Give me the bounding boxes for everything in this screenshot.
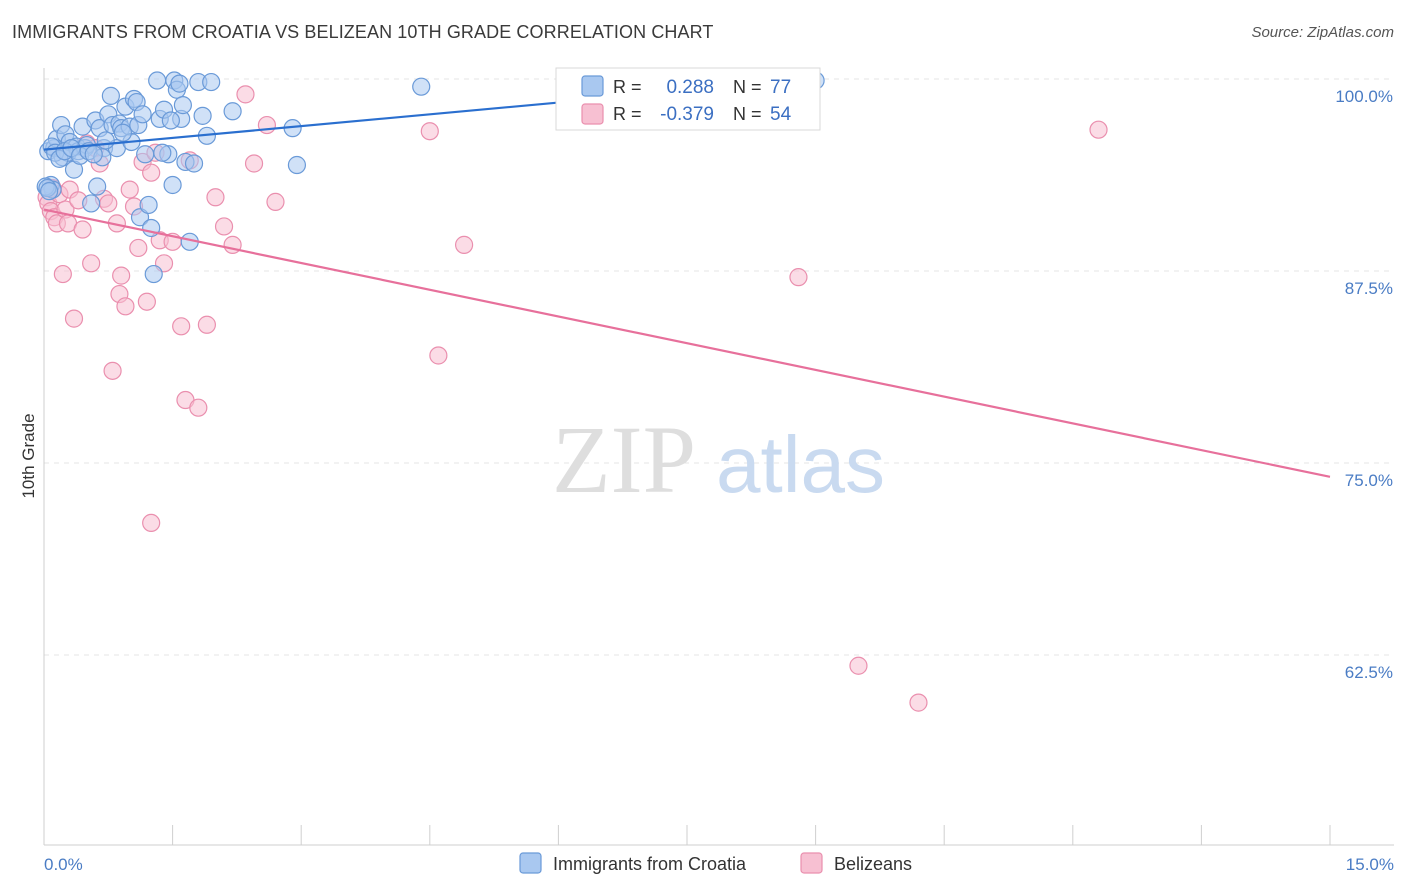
series-legend: Immigrants from Croatia Belizeans (519, 852, 912, 874)
legend-r-label-belize: R = (613, 104, 642, 124)
legend-n-value-croatia: 77 (770, 77, 791, 98)
legend-r-value-croatia: 0.288 (666, 77, 714, 98)
bottom-legend-label-belize: Belizeans (834, 854, 912, 874)
croatia-point (153, 143, 172, 162)
belizeans-point (420, 122, 439, 141)
belizeans-point (197, 315, 216, 334)
croatia-point (173, 96, 192, 115)
belizeans-point (82, 254, 101, 273)
belizeans-point (120, 180, 139, 199)
belizeans-point (849, 656, 868, 675)
belizeans-point (112, 266, 131, 285)
croatia-point (139, 195, 158, 215)
croatia-point (412, 77, 431, 96)
belizeans-point (142, 513, 161, 533)
y-tick-label: 87.5% (1345, 279, 1393, 298)
chart-title: IMMIGRANTS FROM CROATIA VS BELIZEAN 10TH… (12, 22, 714, 42)
belizeans-point (172, 317, 191, 336)
belizeans-point (53, 264, 72, 284)
croatia-series (36, 71, 825, 284)
belizeans-point (116, 297, 135, 316)
croatia-point (202, 72, 221, 92)
croatia-point (130, 208, 150, 227)
belizeans-point (137, 292, 156, 311)
bottom-legend-swatch-belize (800, 852, 823, 874)
bottom-legend-label-croatia: Immigrants from Croatia (553, 854, 747, 874)
y-tick-label: 62.5% (1345, 663, 1393, 682)
croatia-point (133, 105, 152, 124)
croatia-point (144, 264, 163, 284)
belizeans-point (103, 361, 122, 380)
y-tick-label: 75.0% (1345, 471, 1393, 490)
croatia-point (148, 71, 167, 90)
belizeans-point (73, 220, 92, 239)
bottom-legend-swatch-croatia (519, 852, 542, 874)
belizeans-point (789, 268, 808, 287)
croatia-point (184, 154, 204, 173)
croatia-point (96, 131, 115, 150)
gridlines (44, 78, 1394, 656)
belizeans-point (142, 163, 161, 182)
belizeans-point (64, 309, 84, 328)
belizeans-point (99, 194, 118, 213)
x-axis-ticks (43, 825, 1331, 845)
y-axis-title: 10th Grade (19, 413, 38, 498)
source-label: Source: ZipAtlas.com (1251, 24, 1394, 41)
croatia-point (40, 182, 59, 201)
legend-r-value-belize: -0.379 (660, 104, 714, 125)
legend-n-label-belize: N = (733, 104, 762, 124)
watermark-atlas: atlas (716, 420, 885, 509)
croatia-point (170, 74, 189, 93)
belizeans-point (429, 346, 448, 365)
belizeans-point (214, 217, 234, 236)
croatia-point (84, 145, 103, 164)
belizeans-point (244, 154, 264, 173)
croatia-point (113, 123, 132, 142)
croatia-point (136, 145, 155, 164)
belizeans-trend-line (43, 208, 1331, 478)
belizeans-point (257, 115, 277, 135)
belizeans-point (129, 238, 148, 258)
legend-swatch-croatia (581, 75, 604, 97)
belizeans-point (266, 192, 285, 211)
croatia-point (88, 177, 107, 196)
legend-r-label-croatia: R = (613, 77, 642, 97)
y-tick-label: 100.0% (1335, 87, 1393, 106)
watermark-zip: ZIP (552, 406, 696, 513)
legend-swatch-belize (581, 103, 604, 125)
croatia-point (82, 194, 101, 213)
croatia-point (223, 102, 242, 121)
legend-n-value-belize: 54 (770, 104, 792, 125)
belizeans-point (909, 693, 928, 712)
croatia-point (287, 155, 307, 175)
correlation-legend: R = 0.288 N = 77 R = -0.379 N = 54 (555, 67, 821, 131)
belizeans-point (206, 188, 225, 207)
legend-n-label-croatia: N = (733, 77, 762, 97)
belizeans-point (454, 235, 474, 254)
y-tick-labels: 62.5% 75.0% 87.5% 100.0% (1335, 87, 1393, 682)
belizeans-point (189, 398, 208, 417)
belizeans-point (1089, 120, 1108, 139)
croatia-point (193, 106, 212, 125)
belizeans-point (236, 85, 255, 104)
croatia-point (101, 86, 120, 105)
x-tick-label-max: 15.0% (1346, 855, 1394, 874)
x-tick-label-min: 0.0% (44, 855, 83, 874)
croatia-point (161, 111, 180, 130)
croatia-point (163, 175, 182, 195)
belizeans-series (37, 85, 1108, 712)
